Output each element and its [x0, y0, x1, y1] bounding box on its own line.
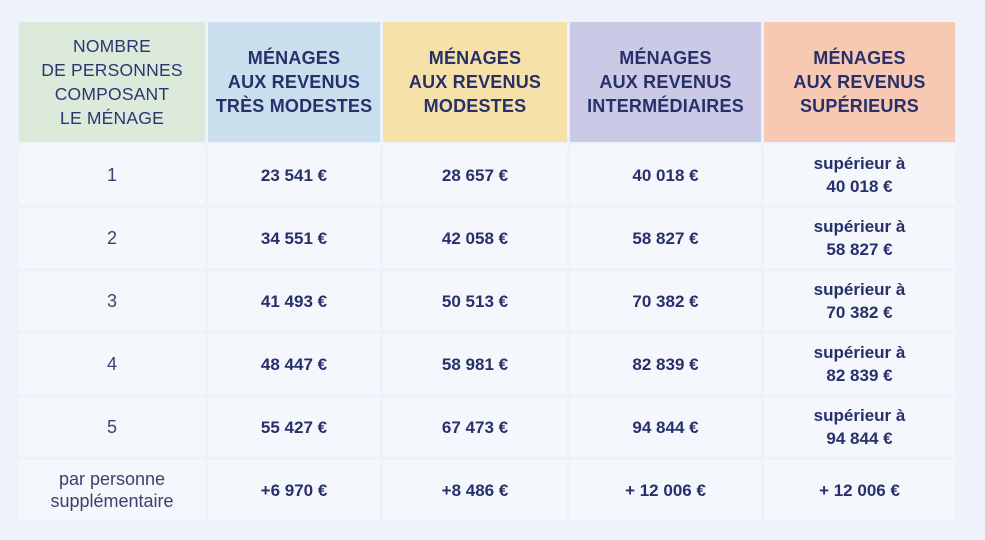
header-line: AUX REVENUS: [793, 72, 926, 92]
header-line: COMPOSANT: [54, 84, 170, 104]
header-line: SUPÉRIEURS: [799, 96, 919, 116]
cell-very-modest: 23 541 €: [208, 145, 380, 205]
row-persons: 3: [19, 271, 205, 331]
income-ceiling-table: NOMBRE DE PERSONNES COMPOSANT LE MÉNAGE …: [19, 22, 955, 520]
header-line: NOMBRE: [72, 36, 151, 56]
row-persons: 2: [19, 208, 205, 268]
header-line: DE PERSONNES: [41, 60, 183, 80]
header-line: MÉNAGES: [247, 48, 341, 68]
superior-value: 58 827 €: [826, 240, 893, 259]
superior-value: 94 844 €: [826, 429, 893, 448]
cell-superior: supérieur à 70 382 €: [764, 271, 955, 331]
superior-value: 82 839 €: [826, 366, 893, 385]
header-line: MÉNAGES: [428, 48, 522, 68]
cell-very-modest: +6 970 €: [208, 460, 380, 520]
header-line: AUX REVENUS: [599, 72, 732, 92]
cell-intermediate: 58 827 €: [570, 208, 761, 268]
header-line: TRÈS MODESTES: [215, 96, 373, 116]
row-persons: 1: [19, 145, 205, 205]
superior-value: 40 018 €: [826, 177, 893, 196]
header-line: AUX REVENUS: [227, 72, 361, 92]
label-line: supplémentaire: [50, 491, 174, 511]
cell-superior: supérieur à 58 827 €: [764, 208, 955, 268]
cell-very-modest: 41 493 €: [208, 271, 380, 331]
cell-modest: +8 486 €: [383, 460, 567, 520]
cell-intermediate: 94 844 €: [570, 397, 761, 457]
cell-superior: supérieur à 94 844 €: [764, 397, 955, 457]
header-superior: MÉNAGES AUX REVENUS SUPÉRIEURS: [764, 22, 955, 142]
label-line: par personne: [58, 469, 166, 489]
superior-prefix: supérieur à: [813, 280, 906, 299]
cell-modest: 42 058 €: [383, 208, 567, 268]
superior-prefix: supérieur à: [813, 406, 906, 425]
superior-value: 70 382 €: [826, 303, 893, 322]
header-line: MODESTES: [423, 96, 527, 116]
cell-intermediate: 82 839 €: [570, 334, 761, 394]
cell-very-modest: 48 447 €: [208, 334, 380, 394]
cell-modest: 67 473 €: [383, 397, 567, 457]
header-very-modest: MÉNAGES AUX REVENUS TRÈS MODESTES: [208, 22, 380, 142]
row-extra-person-label: par personne supplémentaire: [19, 460, 205, 520]
row-persons: 5: [19, 397, 205, 457]
cell-superior: supérieur à 40 018 €: [764, 145, 955, 205]
cell-modest: 50 513 €: [383, 271, 567, 331]
cell-intermediate: + 12 006 €: [570, 460, 761, 520]
cell-modest: 28 657 €: [383, 145, 567, 205]
header-intermediate: MÉNAGES AUX REVENUS INTERMÉDIAIRES: [570, 22, 761, 142]
superior-prefix: supérieur à: [813, 343, 906, 362]
cell-modest: 58 981 €: [383, 334, 567, 394]
header-line: INTERMÉDIAIRES: [587, 96, 744, 116]
cell-intermediate: 40 018 €: [570, 145, 761, 205]
header-line: MÉNAGES: [813, 48, 906, 68]
row-persons: 4: [19, 334, 205, 394]
header-line: AUX REVENUS: [408, 72, 542, 92]
header-line: LE MÉNAGE: [60, 108, 164, 128]
header-line: MÉNAGES: [619, 48, 712, 68]
header-household-size: NOMBRE DE PERSONNES COMPOSANT LE MÉNAGE: [19, 22, 205, 142]
cell-very-modest: 55 427 €: [208, 397, 380, 457]
header-modest: MÉNAGES AUX REVENUS MODESTES: [383, 22, 567, 142]
superior-prefix: supérieur à: [813, 217, 906, 236]
superior-prefix: supérieur à: [813, 154, 906, 173]
cell-intermediate: 70 382 €: [570, 271, 761, 331]
cell-superior: + 12 006 €: [764, 460, 955, 520]
cell-very-modest: 34 551 €: [208, 208, 380, 268]
cell-superior: supérieur à 82 839 €: [764, 334, 955, 394]
